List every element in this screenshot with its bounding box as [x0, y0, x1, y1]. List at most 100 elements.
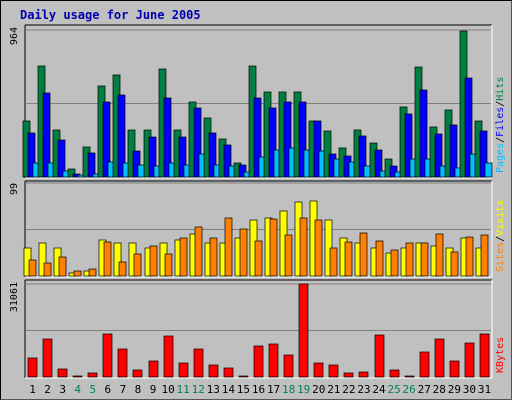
bar-files: [148, 136, 157, 178]
bar-sites: [284, 234, 293, 277]
bar-files: [238, 164, 247, 178]
bar-sites: [58, 256, 67, 277]
bar-sites: [118, 261, 127, 277]
bar-sites: [359, 232, 368, 277]
legend-separator: /: [495, 137, 506, 143]
bar-kbytes: [268, 343, 279, 378]
bar-sites: [209, 237, 218, 277]
bar-visits: [38, 242, 47, 277]
bar-files: [419, 89, 428, 178]
bar-visits: [113, 242, 122, 277]
x-tick-day: 11: [177, 383, 190, 396]
x-tick-day: 26: [403, 383, 416, 396]
bar-files: [268, 107, 277, 178]
bar-sites: [480, 234, 489, 277]
bar-files: [87, 152, 96, 178]
bar-kbytes: [42, 338, 53, 378]
bar-kbytes: [87, 372, 98, 378]
bar-kbytes: [148, 360, 159, 378]
bar-kbytes: [72, 375, 83, 378]
x-tick-day: 16: [252, 383, 265, 396]
legend-entry-pages: Pages: [495, 143, 506, 173]
y-axis-max-label: 964: [9, 27, 20, 45]
bar-sites: [224, 217, 233, 277]
bar-sites: [73, 270, 82, 277]
bar-files: [449, 124, 458, 178]
x-tick-day: 12: [192, 383, 205, 396]
legend-label: Sites/Visits: [495, 200, 506, 272]
bar-files: [389, 165, 398, 178]
bar-kbytes: [178, 362, 189, 378]
x-tick-day: 14: [222, 383, 236, 396]
legend-entry-kbytes: KBytes: [495, 337, 506, 373]
bar-kbytes: [238, 375, 249, 378]
y-axis-max-label: 99: [9, 183, 20, 195]
x-tick-day: 9: [150, 383, 157, 396]
bar-kbytes: [434, 338, 445, 378]
bar-sites: [344, 241, 353, 277]
bar-sites: [269, 218, 278, 277]
bar-files: [358, 135, 367, 178]
bar-sites: [299, 217, 308, 277]
bar-kbytes: [298, 283, 309, 378]
x-tick-day: 19: [297, 383, 310, 396]
x-tick-day: 1: [29, 383, 36, 396]
bar-kbytes: [102, 333, 113, 378]
bar-files: [193, 107, 202, 178]
bar-kbytes: [389, 369, 400, 378]
bar-files: [253, 97, 262, 178]
bar-sites: [133, 253, 142, 277]
y-axis-max-label: 31061: [9, 282, 20, 312]
bar-kbytes: [27, 357, 38, 378]
bar-kbytes: [132, 369, 143, 378]
x-tick-day: 29: [448, 383, 461, 396]
x-tick-day: 24: [372, 383, 386, 396]
bar-files: [374, 149, 383, 178]
bar-sites: [239, 228, 248, 277]
bar-kbytes: [223, 367, 234, 378]
x-tick-day: 25: [387, 383, 400, 396]
x-tick-day: 4: [74, 383, 81, 396]
bar-sites: [405, 242, 414, 277]
legend-entry-sites: Sites: [495, 242, 506, 272]
bar-files: [117, 94, 126, 178]
bar-sites: [420, 242, 429, 277]
bar-files: [57, 139, 66, 178]
bar-sites: [450, 251, 459, 277]
bar-files: [298, 101, 307, 178]
x-tick-day: 27: [418, 383, 431, 396]
bar-files: [102, 101, 111, 178]
bar-files: [283, 101, 292, 178]
bar-sites: [375, 240, 384, 277]
bar-sites: [254, 240, 263, 277]
bar-sites: [179, 237, 188, 277]
x-tick-day: 7: [120, 383, 127, 396]
bar-files: [132, 150, 141, 178]
bar-kbytes: [283, 354, 294, 378]
bar-files: [313, 120, 322, 178]
x-tick-day: 23: [357, 383, 370, 396]
x-tick-day: 17: [267, 383, 280, 396]
bar-files: [434, 133, 443, 178]
bar-files: [27, 132, 36, 178]
bar-sites: [164, 253, 173, 277]
bar-kbytes: [57, 368, 68, 378]
x-tick-day: 31: [478, 383, 491, 396]
bar-kbytes: [253, 345, 264, 378]
x-tick-day: 6: [105, 383, 112, 396]
x-tick-day: 3: [59, 383, 66, 396]
bar-sites: [314, 219, 323, 277]
x-tick-day: 8: [135, 383, 142, 396]
x-tick-day: 5: [89, 383, 96, 396]
bar-sites: [194, 226, 203, 277]
legend-separator: /: [495, 236, 506, 242]
legend-label: KBytes: [495, 337, 506, 373]
bar-kbytes: [328, 364, 339, 378]
x-tick-day: 15: [237, 383, 250, 396]
bar-sites: [329, 247, 338, 277]
bar-sites: [88, 268, 97, 277]
bar-files: [163, 97, 172, 178]
x-tick-day: 20: [312, 383, 325, 396]
bar-sites: [103, 241, 112, 277]
legend-separator: /: [495, 101, 506, 107]
